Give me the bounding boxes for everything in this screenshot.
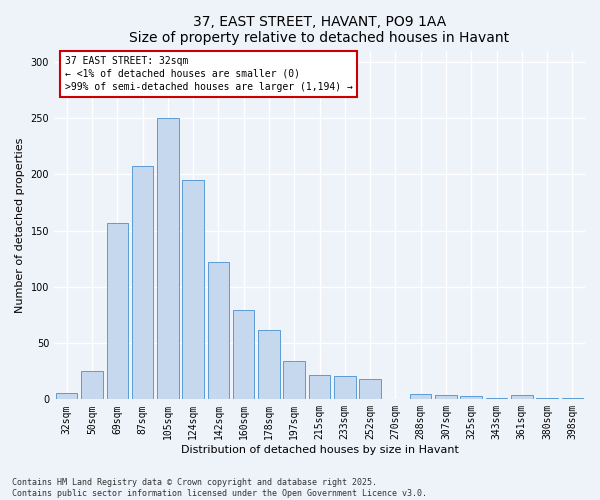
Bar [334,376,356,400]
X-axis label: Distribution of detached houses by size in Havant: Distribution of detached houses by size … [181,445,458,455]
Bar [107,222,128,400]
Bar [536,398,558,400]
Bar [81,371,103,400]
Bar [511,395,533,400]
Bar [208,262,229,400]
Bar [283,361,305,400]
Bar [410,394,431,400]
Bar [562,398,583,400]
Bar [56,392,77,400]
Bar [435,395,457,400]
Title: 37, EAST STREET, HAVANT, PO9 1AA
Size of property relative to detached houses in: 37, EAST STREET, HAVANT, PO9 1AA Size of… [130,15,509,45]
Bar [359,379,381,400]
Bar [486,398,507,400]
Bar [258,330,280,400]
Bar [182,180,204,400]
Text: Contains HM Land Registry data © Crown copyright and database right 2025.
Contai: Contains HM Land Registry data © Crown c… [12,478,427,498]
Y-axis label: Number of detached properties: Number of detached properties [15,137,25,312]
Bar [233,310,254,400]
Bar [460,396,482,400]
Text: 37 EAST STREET: 32sqm
← <1% of detached houses are smaller (0)
>99% of semi-deta: 37 EAST STREET: 32sqm ← <1% of detached … [65,56,353,92]
Bar [157,118,179,400]
Bar [132,166,153,400]
Bar [309,374,330,400]
